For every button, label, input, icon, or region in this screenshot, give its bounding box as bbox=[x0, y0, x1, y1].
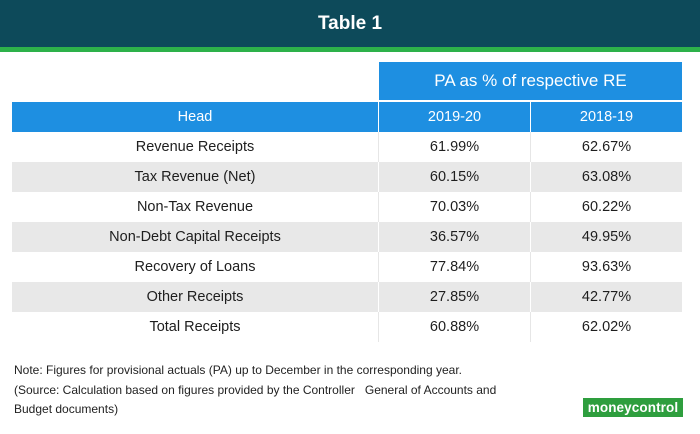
title-divider bbox=[0, 47, 700, 52]
row-value-2018-19: 62.02% bbox=[530, 312, 682, 342]
row-value-2018-19: 49.95% bbox=[530, 222, 682, 252]
table-row: Tax Revenue (Net) 60.15% 63.08% bbox=[12, 162, 682, 192]
row-head: Non-Debt Capital Receipts bbox=[109, 229, 281, 245]
column-header-head: Head bbox=[177, 109, 213, 125]
row-value-2019-20: 27.85% bbox=[378, 282, 530, 312]
page-title: Table 1 bbox=[317, 12, 383, 34]
row-value-2019-20: 70.03% bbox=[378, 192, 530, 222]
row-value-2018-19: 62.67% bbox=[530, 132, 682, 162]
empty-header-cell bbox=[12, 62, 378, 100]
column-header-row: Head 2019-20 2018-19 bbox=[12, 102, 682, 132]
row-value-2018-19: 63.08% bbox=[530, 162, 682, 192]
moneycontrol-logo: moneycontrol bbox=[583, 398, 683, 417]
row-head: Revenue Receipts bbox=[135, 139, 255, 155]
title-bar: Table 1 bbox=[0, 0, 700, 47]
table-row-total: Total Receipts 60.88% 62.02% bbox=[12, 312, 682, 342]
row-value-2018-19: 42.77% bbox=[530, 282, 682, 312]
row-head: Tax Revenue (Net) bbox=[134, 169, 256, 185]
table-row: Non-Debt Capital Receipts 36.57% 49.95% bbox=[12, 222, 682, 252]
logo-text: moneycontrol bbox=[587, 400, 679, 415]
row-value-2019-20: 77.84% bbox=[378, 252, 530, 282]
group-header-row: PA as % of respective RE bbox=[12, 62, 682, 100]
row-value-2018-19: 60.22% bbox=[530, 192, 682, 222]
table-row: Revenue Receipts 61.99% 62.67% bbox=[12, 132, 682, 162]
row-head: Recovery of Loans bbox=[134, 259, 256, 275]
row-head: Total Receipts bbox=[149, 319, 241, 335]
row-value-2019-20: 61.99% bbox=[378, 132, 530, 162]
source-line: (Source: Calculation based on figures pr… bbox=[14, 382, 497, 397]
row-value-2019-20: 36.57% bbox=[378, 222, 530, 252]
row-head: Other Receipts bbox=[146, 289, 244, 305]
row-value-2019-20: 60.15% bbox=[378, 162, 530, 192]
row-value-2018-19: 93.63% bbox=[530, 252, 682, 282]
footnotes: Note: Figures for provisional actuals (P… bbox=[14, 361, 574, 420]
source-line-continued: Budget documents) bbox=[14, 402, 119, 416]
data-table: PA as % of respective RE Head 2019-20 20… bbox=[12, 62, 682, 342]
table-row: Non-Tax Revenue 70.03% 60.22% bbox=[12, 192, 682, 222]
table-row: Recovery of Loans 77.84% 93.63% bbox=[12, 252, 682, 282]
note-line: Note: Figures for provisional actuals (P… bbox=[14, 363, 462, 377]
column-header-2018-19: 2018-19 bbox=[530, 102, 682, 132]
column-header-2019-20: 2019-20 bbox=[378, 102, 530, 132]
row-head: Non-Tax Revenue bbox=[136, 199, 254, 215]
row-value-2019-20: 60.88% bbox=[378, 312, 530, 342]
group-header: PA as % of respective RE bbox=[378, 62, 682, 100]
table-row: Other Receipts 27.85% 42.77% bbox=[12, 282, 682, 312]
